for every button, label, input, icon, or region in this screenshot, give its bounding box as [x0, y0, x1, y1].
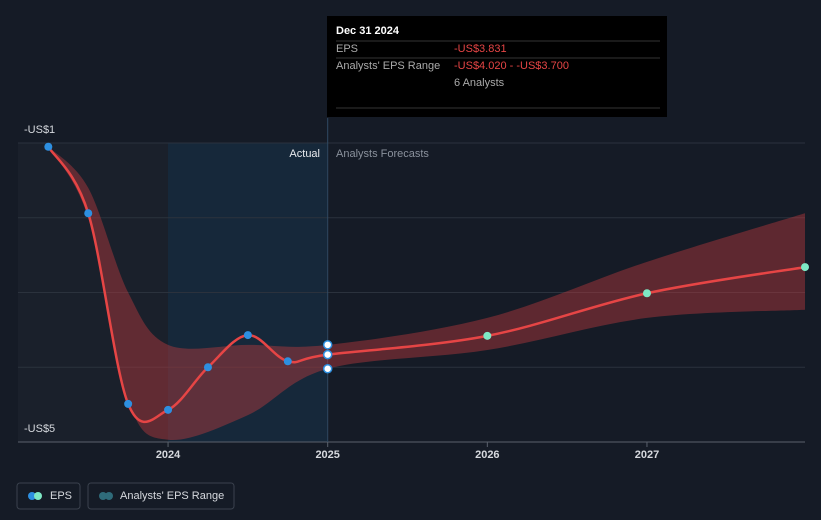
legend-item[interactable]	[87, 482, 235, 510]
eps-marker	[124, 399, 133, 408]
legend-label: EPS	[50, 490, 72, 502]
x-tick-label: 2025	[315, 449, 339, 461]
tooltip-range-label: Analysts' EPS Range	[336, 60, 440, 72]
tooltip-date: Dec 31 2024	[336, 25, 400, 37]
eps-marker	[84, 209, 93, 218]
x-tick-label: 2027	[635, 449, 659, 461]
range-band	[48, 146, 805, 441]
legend-swatch	[34, 492, 42, 500]
eps-marker	[483, 331, 492, 340]
y-tick-label: -US$1	[24, 124, 55, 136]
legend-swatch	[99, 492, 107, 500]
eps-marker	[203, 363, 212, 372]
legend-label: Analysts' EPS Range	[120, 490, 224, 502]
tooltip-range-value: -US$4.020 - -US$3.700	[454, 60, 569, 72]
legend-item[interactable]	[16, 482, 81, 510]
eps-marker	[801, 263, 809, 272]
y-tick-label: -US$5	[24, 423, 55, 435]
tooltip: Dec 31 2024 EPS -US$3.831 Analysts' EPS …	[327, 16, 667, 117]
eps-marker	[164, 405, 173, 414]
x-tick-label: 2024	[156, 449, 181, 461]
eps-marker	[322, 349, 333, 360]
range-marker	[322, 363, 333, 374]
tooltip-box	[327, 16, 667, 117]
forecast-label: Analysts Forecasts	[336, 148, 429, 160]
tooltip-eps-value: -US$3.831	[454, 43, 507, 55]
eps-marker	[283, 357, 292, 366]
x-tick-label: 2026	[475, 449, 499, 461]
tooltip-eps-label: EPS	[336, 43, 358, 55]
eps-marker	[44, 142, 53, 151]
eps-marker	[642, 289, 651, 298]
legend-swatch	[28, 492, 36, 500]
range-marker	[322, 340, 333, 350]
eps-marker	[243, 331, 252, 340]
tooltip-analysts: 6 Analysts	[454, 77, 505, 89]
legend: EPS Analysts' EPS Range	[16, 482, 235, 510]
eps-line	[47, 146, 806, 424]
actual-label: Actual	[289, 148, 320, 160]
legend-swatch	[105, 492, 113, 500]
